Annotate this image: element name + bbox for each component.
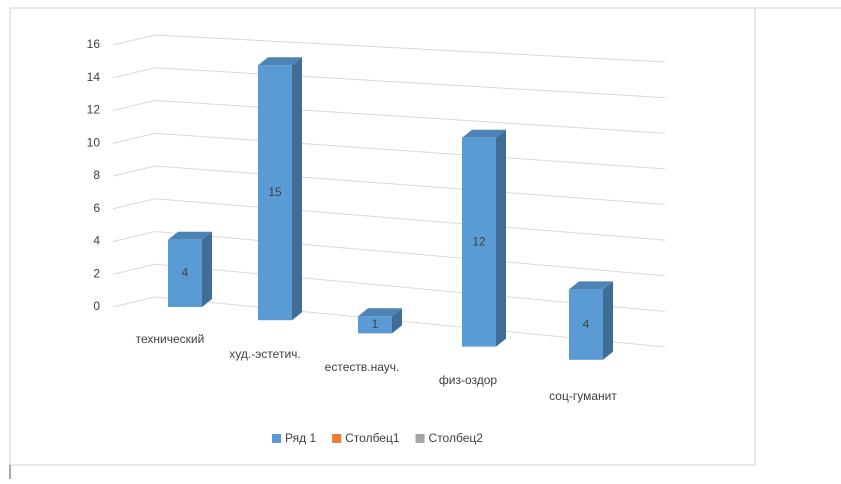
value-label: 1 — [372, 317, 379, 331]
x-tick-label: соц-гуманит — [549, 389, 617, 403]
x-tick-label: худ.-эстетич. — [229, 347, 300, 361]
legend-label: Ряд 1 — [285, 431, 316, 445]
value-label: 12 — [472, 234, 486, 248]
legend-label: Столбец1 — [345, 431, 400, 445]
y-tick-label: 16 — [87, 37, 101, 51]
bar — [462, 129, 506, 347]
x-tick-label: технический — [136, 332, 205, 346]
bar-side — [392, 308, 402, 334]
bar-side — [603, 281, 613, 360]
value-label: 15 — [268, 185, 282, 199]
x-tick-label: естеств.науч. — [325, 360, 400, 374]
bar-front — [569, 289, 603, 360]
bar — [168, 231, 212, 307]
bar-top — [462, 129, 506, 138]
grid-line — [112, 99, 666, 134]
y-tick-label: 2 — [93, 266, 100, 280]
bar-top — [358, 308, 402, 317]
legend-swatch — [332, 434, 342, 443]
bar-front — [258, 65, 292, 321]
grid-line — [112, 67, 666, 99]
bar — [358, 308, 402, 334]
y-tick-label: 14 — [87, 70, 101, 84]
bar-front — [462, 137, 496, 347]
bar — [569, 281, 613, 360]
y-tick-label: 10 — [87, 135, 101, 149]
bar-top — [569, 281, 613, 290]
bar — [258, 57, 302, 321]
bar-front — [168, 239, 202, 307]
bar-front — [358, 316, 392, 334]
chart-frame — [9, 7, 756, 466]
bar-side — [202, 231, 212, 307]
legend-swatch — [272, 434, 281, 443]
value-label: 4 — [583, 317, 590, 331]
y-tick-label: 6 — [93, 201, 100, 215]
legend-label: Столбец2 — [429, 431, 484, 445]
y-tick-label: 4 — [93, 234, 100, 248]
value-label: 4 — [182, 266, 189, 280]
y-tick-label: 12 — [87, 103, 101, 117]
x-tick-label: физ-оздор — [439, 373, 498, 387]
bar-top — [168, 231, 212, 240]
grid-line — [112, 34, 666, 63]
bar-side — [292, 57, 302, 321]
y-tick-label: 8 — [93, 168, 100, 182]
y-tick-label: 0 — [93, 299, 100, 313]
legend-swatch — [415, 434, 425, 443]
bar-top — [258, 57, 302, 66]
bar-side — [496, 129, 506, 347]
